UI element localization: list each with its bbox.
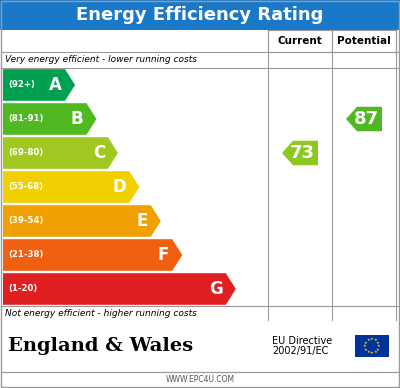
Bar [1, 320, 399, 372]
Text: WWW.EPC4U.COM: WWW.EPC4U.COM [166, 376, 234, 385]
Text: ★: ★ [374, 350, 377, 354]
Text: ★: ★ [374, 338, 377, 342]
Text: (21-38): (21-38) [8, 251, 43, 260]
Text: (81-91): (81-91) [8, 114, 43, 123]
Polygon shape [3, 239, 182, 271]
Text: Potential: Potential [337, 36, 391, 46]
Polygon shape [346, 107, 382, 131]
Text: ★: ★ [370, 351, 374, 355]
Bar [0, 0, 400, 30]
Polygon shape [3, 103, 96, 135]
Bar [268, 30, 332, 52]
Text: EU Directive: EU Directive [272, 336, 332, 346]
Text: ★: ★ [376, 341, 380, 345]
Text: (1-20): (1-20) [8, 284, 37, 293]
Text: Not energy efficient - higher running costs: Not energy efficient - higher running co… [5, 308, 197, 317]
Text: B: B [71, 110, 84, 128]
Text: G: G [209, 280, 223, 298]
Text: (69-80): (69-80) [8, 149, 43, 158]
Text: Current: Current [278, 36, 322, 46]
Text: 87: 87 [354, 110, 378, 128]
Text: ★: ★ [370, 337, 374, 341]
Text: ★: ★ [367, 338, 370, 342]
Text: A: A [49, 76, 62, 94]
Polygon shape [282, 141, 318, 165]
Text: (55-68): (55-68) [8, 182, 43, 192]
Text: D: D [113, 178, 126, 196]
Text: ★: ★ [377, 344, 381, 348]
Polygon shape [3, 137, 118, 169]
Bar [355, 335, 389, 357]
Bar [332, 30, 396, 52]
Text: England & Wales: England & Wales [8, 337, 193, 355]
Text: (92+): (92+) [8, 80, 35, 90]
Text: 73: 73 [290, 144, 314, 162]
Polygon shape [3, 69, 75, 101]
Text: ★: ★ [364, 341, 368, 345]
Text: ★: ★ [363, 344, 367, 348]
Text: ★: ★ [364, 348, 368, 352]
Text: F: F [158, 246, 169, 264]
Text: ★: ★ [367, 350, 370, 354]
Text: (39-54): (39-54) [8, 217, 43, 225]
Polygon shape [3, 205, 161, 237]
Polygon shape [3, 273, 236, 305]
Text: 2002/91/EC: 2002/91/EC [272, 346, 328, 356]
Text: C: C [93, 144, 105, 162]
Text: ★: ★ [376, 348, 380, 352]
Polygon shape [3, 171, 139, 203]
Text: Energy Efficiency Rating: Energy Efficiency Rating [76, 6, 324, 24]
Text: Very energy efficient - lower running costs: Very energy efficient - lower running co… [5, 55, 197, 64]
Text: E: E [136, 212, 148, 230]
